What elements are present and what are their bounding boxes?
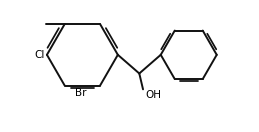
Text: Cl: Cl <box>34 50 45 60</box>
Text: Br: Br <box>75 88 86 98</box>
Text: OH: OH <box>145 90 161 100</box>
